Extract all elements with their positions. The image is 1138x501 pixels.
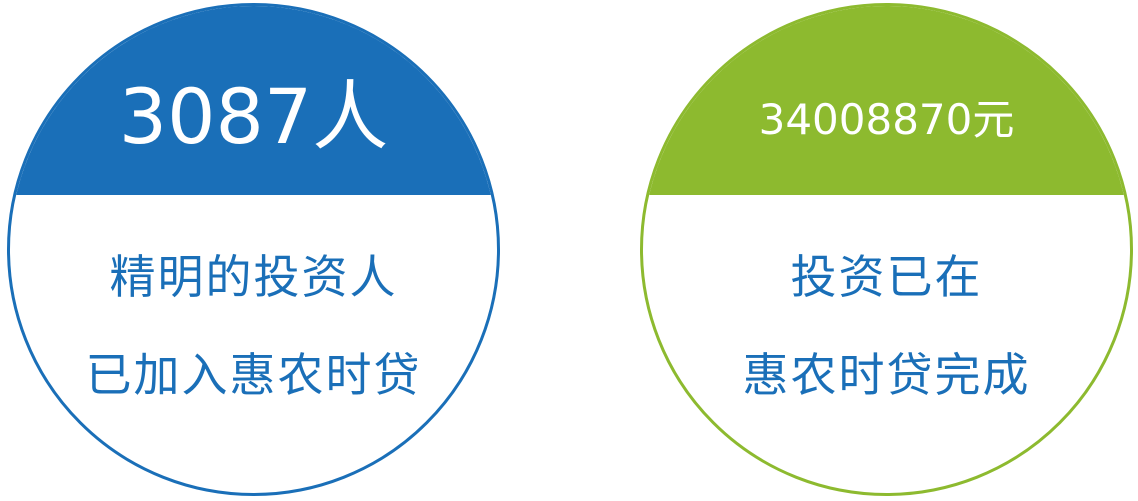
investment-caption-line1: 投资已在: [790, 250, 983, 304]
investment-amount-cap: 34008870 元: [643, 6, 1130, 195]
investment-amount-value: 34008870: [758, 95, 973, 144]
investors-count-value: 3087: [118, 72, 313, 161]
investment-amount-badge: 34008870 元 投资已在 惠农时贷完成: [640, 3, 1133, 496]
investors-count-unit: 人: [312, 72, 389, 161]
investment-caption-line2: 惠农时贷完成: [742, 348, 1031, 402]
investors-count-cap: 3087 人: [10, 6, 497, 195]
investors-badge: 3087 人 精明的投资人 已加入惠农时贷: [7, 3, 500, 496]
investors-caption-line1: 精明的投资人: [109, 250, 398, 304]
investment-amount-unit: 元: [972, 95, 1015, 144]
investors-caption-line2: 已加入惠农时贷: [85, 348, 422, 402]
